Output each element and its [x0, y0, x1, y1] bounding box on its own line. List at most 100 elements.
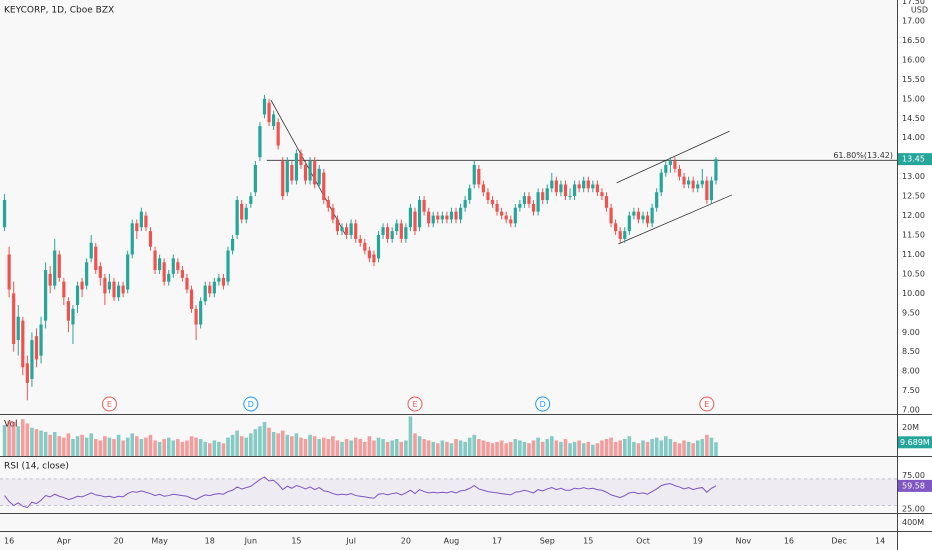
volume-bar — [390, 440, 394, 456]
candle-body — [682, 176, 686, 185]
candle-body — [121, 285, 125, 294]
candle-body — [135, 223, 139, 232]
volume-bar — [641, 440, 645, 456]
x-tick-label: Apr — [57, 537, 72, 546]
volume-bar — [21, 419, 25, 456]
volume-bar — [75, 436, 80, 456]
volume-bar — [554, 440, 559, 456]
x-tick-label: 14 — [875, 537, 885, 546]
volume-bar — [194, 437, 198, 456]
volume-bar — [513, 439, 518, 456]
candle-body — [399, 223, 403, 239]
volume-bar — [581, 443, 586, 456]
candle-body — [244, 207, 248, 220]
candle-body — [2, 199, 7, 228]
volume-bar — [422, 439, 426, 456]
candle-body — [335, 219, 340, 232]
volume-bar — [276, 433, 280, 456]
candle-body — [194, 308, 198, 325]
candle-body — [650, 207, 654, 224]
y-tick-label: 20M — [902, 423, 919, 432]
x-tick-label: Nov — [736, 537, 752, 546]
volume-bar — [171, 440, 176, 456]
candle-body — [372, 254, 376, 263]
candle-body — [609, 207, 613, 224]
volume-bar — [344, 439, 349, 456]
volume-bar — [349, 440, 353, 456]
candle-body — [572, 184, 577, 197]
candle-body — [235, 199, 239, 236]
volume-bar — [449, 443, 454, 456]
candle-body — [513, 207, 517, 224]
candle-body — [340, 227, 344, 232]
volume-bar — [445, 441, 449, 456]
volume-bar — [2, 424, 7, 456]
candle-body — [668, 161, 672, 165]
volume-bar — [185, 440, 189, 456]
event-label: D — [540, 400, 546, 409]
volume-bar — [613, 441, 618, 456]
candle-body — [249, 196, 253, 204]
candle-body — [116, 285, 121, 298]
volume-bar — [477, 439, 481, 456]
volume-bar — [180, 441, 185, 456]
candle-body — [262, 98, 267, 115]
volume-bar — [604, 439, 609, 456]
volume-bar — [317, 439, 322, 456]
candle-body — [180, 270, 185, 278]
candle-body — [445, 215, 449, 220]
trendline — [616, 130, 730, 184]
candle-body — [627, 215, 631, 232]
y-tick-label: 17.00 — [902, 17, 925, 26]
volume-bar — [244, 437, 249, 456]
candle-body — [85, 262, 89, 286]
candle-body — [436, 215, 440, 220]
candle-body — [714, 159, 718, 181]
candle-body — [21, 320, 25, 368]
volume-bar — [463, 441, 467, 456]
y-tick-label: 15.00 — [902, 94, 925, 103]
candle-body — [527, 196, 531, 204]
candle-body — [504, 215, 508, 220]
y-tick-label: 7.50 — [902, 386, 920, 395]
y-tick-label: 8.00 — [902, 367, 920, 376]
candle-body — [659, 172, 663, 193]
volume-bar — [262, 422, 267, 456]
volume-bar — [212, 440, 217, 456]
candle-body — [641, 215, 645, 220]
rsi-badge — [898, 479, 932, 492]
event-marker — [243, 396, 259, 412]
volume-bar — [312, 436, 317, 456]
candle-body — [582, 180, 586, 189]
x-tick-label: 17 — [492, 537, 502, 546]
candle-body — [705, 180, 709, 200]
candle-body — [358, 238, 362, 243]
candle-body — [258, 126, 262, 158]
volume-bar — [705, 434, 709, 456]
volume-bar — [280, 430, 285, 456]
volume-bar — [157, 441, 162, 456]
volume-badge-label: 9.689M — [900, 438, 930, 447]
volume-bar — [440, 440, 445, 456]
candle-body — [440, 215, 444, 220]
candle-body — [285, 161, 289, 193]
candle-body — [568, 196, 572, 198]
volume-bar — [408, 416, 413, 456]
candle-body — [645, 215, 650, 224]
volume-bar — [600, 440, 604, 456]
volume-bar — [363, 441, 367, 456]
candle-body — [107, 281, 112, 290]
volume-bar — [66, 433, 71, 456]
candle-body — [221, 277, 226, 286]
candle-body — [331, 207, 335, 220]
candle-body — [230, 238, 235, 251]
x-tick-label: Oct — [636, 537, 650, 546]
y-tick-label: 12.00 — [902, 211, 925, 220]
candle-body — [677, 168, 682, 177]
candle-body — [655, 192, 659, 208]
y-tick-label: 10.00 — [902, 289, 925, 298]
volume-bar — [668, 439, 673, 456]
volume-bar — [686, 441, 691, 456]
candle-body — [162, 262, 166, 282]
